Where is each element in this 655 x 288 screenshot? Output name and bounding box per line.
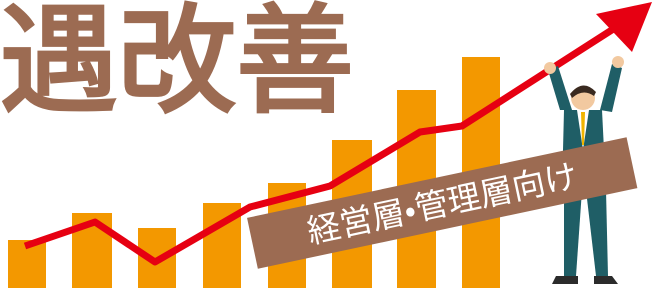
page: {"title": "待遇改善", "label": "経営層・管理層向け"} … — [0, 0, 655, 288]
shoe — [594, 276, 618, 284]
arrow-head — [596, 2, 652, 52]
hand — [544, 62, 556, 74]
shoe — [552, 276, 578, 284]
leg — [586, 190, 608, 276]
hand — [612, 56, 624, 68]
right-arm — [600, 64, 622, 112]
banner: 待遇改善 経営層・管理層向け — [0, 0, 655, 288]
title: 待遇改善 — [0, 0, 354, 130]
